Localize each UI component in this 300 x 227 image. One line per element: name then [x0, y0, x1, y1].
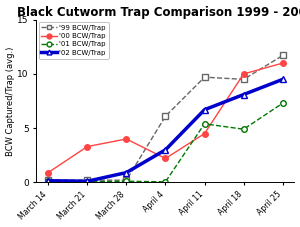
Y-axis label: BCW Captured/Trap (avg.): BCW Captured/Trap (avg.)	[6, 46, 15, 156]
Legend: '99 BCW/Trap, '00 BCW/Trap, '01 BCW/Trap, '02 BCW/Trap: '99 BCW/Trap, '00 BCW/Trap, '01 BCW/Trap…	[39, 22, 109, 59]
Title: Black Cutworm Trap Comparison 1999 - 2002: Black Cutworm Trap Comparison 1999 - 200…	[16, 5, 300, 19]
